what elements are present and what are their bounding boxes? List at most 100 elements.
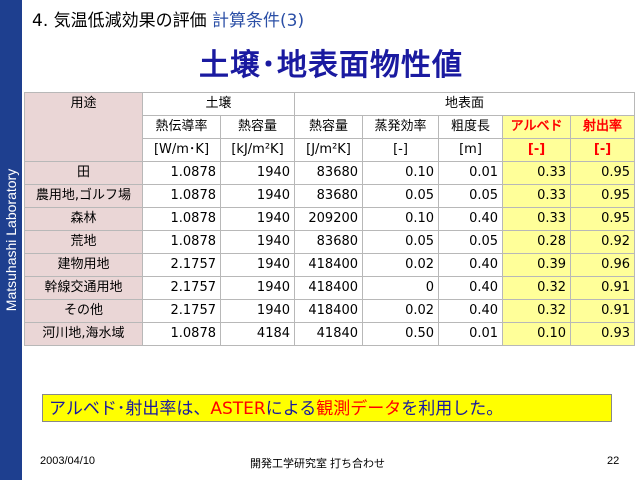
table-cell: 0.02 [362,299,440,323]
footer-page: 22 [607,455,620,467]
table-cell: 0.91 [570,299,636,323]
table-cell: 0.50 [362,322,440,346]
table-row: 森林 1.0878 1940 209200 0.10 0.40 0.33 0.95 [24,207,636,231]
row-label: 建物用地 [24,253,143,277]
col-name: 熱容量 [294,115,364,139]
note-text-aster: ASTER [210,399,266,419]
table-cell: 41840 [294,322,364,346]
table-row: 田 1.0878 1940 83680 0.10 0.01 0.33 0.95 [24,161,636,185]
table-cell: 0.01 [438,161,504,185]
note-text-observation: 観測データ [316,399,402,419]
table-cell: 1.0878 [142,161,221,185]
col-name: 熱容量 [219,115,296,139]
table-cell: 0.05 [438,230,504,254]
table-cell: 0.32 [502,299,572,323]
col-unit: [W/m･K] [142,138,221,162]
row-label: 田 [24,161,143,185]
heading-main: 気温低減効果の評価 [53,11,207,31]
table-cell: 0.01 [438,322,504,346]
table-cell: 0 [362,276,440,300]
table-cell: 0.05 [362,230,440,254]
heading-number: 4. [32,11,49,31]
table-cell: 0.93 [570,322,636,346]
sidebar-label: Matsuhashi Laboratory [3,168,19,312]
note-text: による [265,399,317,419]
row-label: 農用地,ゴルフ場 [24,184,143,208]
table-colname-row: 熱伝導率 熱容量 熱容量 蒸発効率 粗度長 アルベド 射出率 [25,115,636,139]
col-unit: [kJ/m²K] [219,138,296,162]
table-cell: 1.0878 [142,207,221,231]
footer-date: 2003/04/10 [40,455,96,467]
table-cell: 0.33 [502,161,572,185]
table-cell: 1.0878 [142,230,221,254]
table-cell: 1940 [219,253,296,277]
table-row: 河川地,海水域 1.0878 4184 41840 0.50 0.01 0.10 0.93 [24,322,636,346]
table-cell: 0.05 [438,184,504,208]
note-text: アルベド･射出率は、 [49,399,211,419]
table-cell: 1.0878 [142,322,221,346]
slide-title: 土壌･地表面物性値 [199,48,463,83]
table-cell: 0.32 [502,276,572,300]
table-row: 荒地 1.0878 1940 83680 0.05 0.05 0.28 0.92 [24,230,636,254]
col-name: 蒸発効率 [362,115,440,139]
table-cell: 1940 [219,161,296,185]
table-cell: 1940 [219,184,296,208]
col-unit: [-] [362,138,440,162]
col-unit-emissivity: [-] [570,138,636,162]
table-row: 農用地,ゴルフ場 1.0878 1940 83680 0.05 0.05 0.33 0.95 [24,184,636,208]
table-cell: 83680 [294,184,364,208]
table-cell: 4184 [219,322,296,346]
table-cell: 2.1757 [142,276,221,300]
table-cell: 0.33 [502,184,572,208]
table-cell: 0.10 [502,322,572,346]
table-unit-row: [W/m･K] [kJ/m²K] [J/m²K] [-] [m] [-] [-] [25,138,636,162]
row-label: 幹線交通用地 [24,276,143,300]
table-cell: 83680 [294,161,364,185]
table-cell: 0.40 [438,276,504,300]
table-cell: 1940 [219,207,296,231]
table-cell: 1940 [219,276,296,300]
group-soil: 土壌 [141,92,296,116]
table-cell: 418400 [294,253,364,277]
table-cell: 0.39 [502,253,572,277]
group-surface: 地表面 [294,92,636,116]
table-cell: 418400 [294,276,364,300]
table-cell: 0.28 [502,230,572,254]
table-cell: 0.95 [570,184,636,208]
table-cell: 83680 [294,230,364,254]
table-cell: 0.40 [438,253,504,277]
table-cell: 0.95 [570,207,636,231]
col-name-emissivity: 射出率 [570,115,636,139]
col-name: 粗度長 [438,115,504,139]
table-cell: 2.1757 [142,253,221,277]
table-cell: 0.40 [438,299,504,323]
table-row: その他 2.1757 1940 418400 0.02 0.40 0.32 0.91 [24,299,636,323]
note-text: を利用した。 [401,399,504,419]
table-cell: 0.10 [362,207,440,231]
table-row: 建物用地 2.1757 1940 418400 0.02 0.40 0.39 0.96 [24,253,636,277]
row-label: 森林 [24,207,143,231]
table-cell: 1.0878 [142,184,221,208]
col-name: 熱伝導率 [142,115,221,139]
table-cell: 0.33 [502,207,572,231]
table-cell: 0.92 [570,230,636,254]
table-cell: 2.1757 [142,299,221,323]
note-box: アルベド･射出率は、ASTERによる観測データを利用した。 [42,394,612,422]
table-cell: 0.91 [570,276,636,300]
table-cell: 0.02 [362,253,440,277]
sidebar: Matsuhashi Laboratory [0,0,22,480]
table-cell: 1940 [219,230,296,254]
table-cell: 0.40 [438,207,504,231]
table-cell: 418400 [294,299,364,323]
table-cell: 209200 [294,207,364,231]
col-name-albedo: アルベド [502,115,572,139]
col-unit: [J/m²K] [294,138,364,162]
properties-table: 用途 土壌 地表面 熱伝導率 熱容量 熱容量 蒸発効率 粗度長 アルベド 射出率… [24,92,636,346]
table-cell: 0.05 [362,184,440,208]
col-unit: [m] [438,138,504,162]
col-unit-albedo: [-] [502,138,572,162]
row-label: 河川地,海水域 [24,322,143,346]
table-cell: 0.10 [362,161,440,185]
table-cell: 1940 [219,299,296,323]
footer-center: 開発工学研究室 打ち合わせ [250,458,386,470]
